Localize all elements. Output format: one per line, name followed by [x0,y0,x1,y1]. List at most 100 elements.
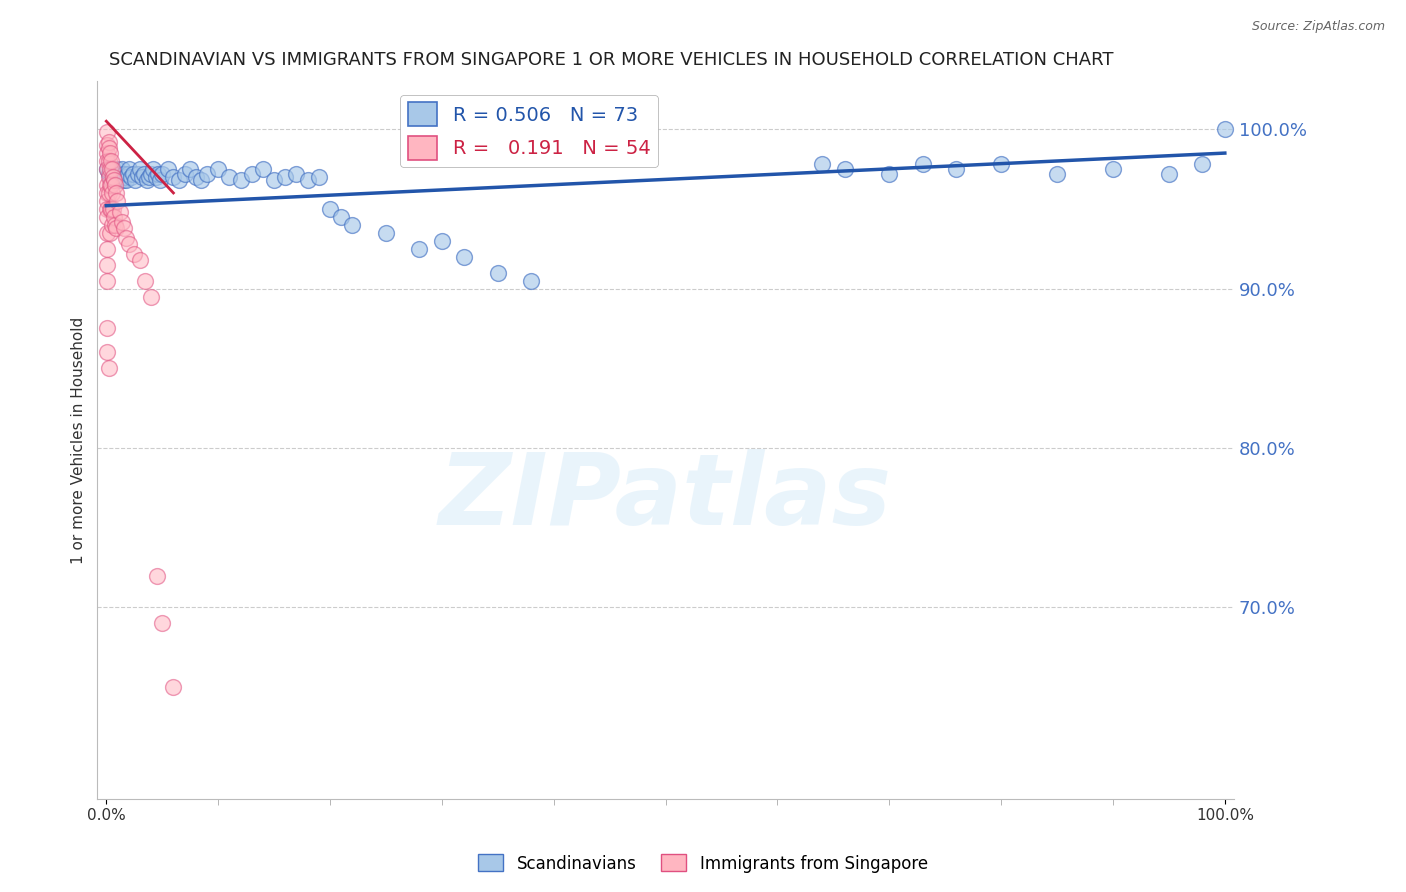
Point [430,234,453,248]
Point [104,173,127,187]
Point [319,202,342,216]
Point [96,321,118,335]
Point [103,173,125,187]
Point [97,186,120,200]
Point [97,361,120,376]
Point [134,167,156,181]
Point [330,210,353,224]
Point [96,242,118,256]
Point [108,205,131,219]
Point [101,161,124,176]
Point [374,226,396,240]
Legend: Scandinavians, Immigrants from Singapore: Scandinavians, Immigrants from Singapore [471,847,935,880]
Point [107,161,129,176]
Point [263,173,285,187]
Point [297,173,319,187]
Point [150,167,173,181]
Text: Source: ZipAtlas.com: Source: ZipAtlas.com [1251,20,1385,33]
Point [101,202,124,216]
Point [100,202,122,216]
Point [111,214,134,228]
Point [108,173,131,187]
Point [207,161,229,176]
Point [103,210,125,224]
Legend: R = 0.506   N = 73, R =   0.191   N = 54: R = 0.506 N = 73, R = 0.191 N = 54 [401,95,658,168]
Point [134,274,156,288]
Point [179,161,201,176]
Point [112,167,135,181]
Point [128,161,150,176]
Point [101,169,124,184]
Point [118,161,141,176]
Point [990,157,1012,171]
Point [162,680,184,694]
Point [97,154,120,169]
Point [98,146,121,161]
Point [218,169,240,184]
Point [149,173,172,187]
Point [96,178,118,192]
Point [811,157,834,171]
Point [114,169,136,184]
Point [145,568,167,582]
Point [1213,122,1236,136]
Point [96,226,118,240]
Point [139,289,162,303]
Point [96,194,118,208]
Text: SCANDINAVIAN VS IMMIGRANTS FROM SINGAPORE 1 OR MORE VEHICLES IN HOUSEHOLD CORREL: SCANDINAVIAN VS IMMIGRANTS FROM SINGAPOR… [108,51,1114,69]
Point [101,167,124,181]
Point [195,167,218,181]
Point [1191,157,1213,171]
Point [111,161,134,176]
Point [520,274,543,288]
Point [101,218,124,232]
Point [1102,161,1125,176]
Point [115,230,138,244]
Point [96,146,118,161]
Point [96,161,118,176]
Point [97,169,120,184]
Point [150,616,173,631]
Point [408,242,430,256]
Point [834,161,856,176]
Point [911,157,934,171]
Point [100,178,122,192]
Point [97,135,120,149]
Point [98,202,121,216]
Point [1046,167,1069,181]
Point [229,173,252,187]
Point [131,169,153,184]
Point [100,154,122,169]
Point [135,173,157,187]
Point [103,169,125,184]
Point [167,173,190,187]
Point [240,167,263,181]
Point [96,138,118,153]
Point [128,252,150,267]
Point [117,167,139,181]
Point [96,210,118,224]
Point [105,186,128,200]
Point [486,266,509,280]
Point [115,173,138,187]
Point [96,161,118,176]
Point [118,236,141,251]
Point [104,178,127,192]
Point [1157,167,1180,181]
Point [101,161,124,176]
Point [96,186,118,200]
Point [122,167,145,181]
Y-axis label: 1 or more Vehicles in Household: 1 or more Vehicles in Household [72,317,86,564]
Point [104,218,127,232]
Point [112,173,135,187]
Point [342,218,364,232]
Point [453,250,475,264]
Point [98,226,121,240]
Point [122,246,145,260]
Point [945,161,967,176]
Point [96,125,118,139]
Point [96,258,118,272]
Point [112,221,135,235]
Point [107,194,129,208]
Point [139,167,162,181]
